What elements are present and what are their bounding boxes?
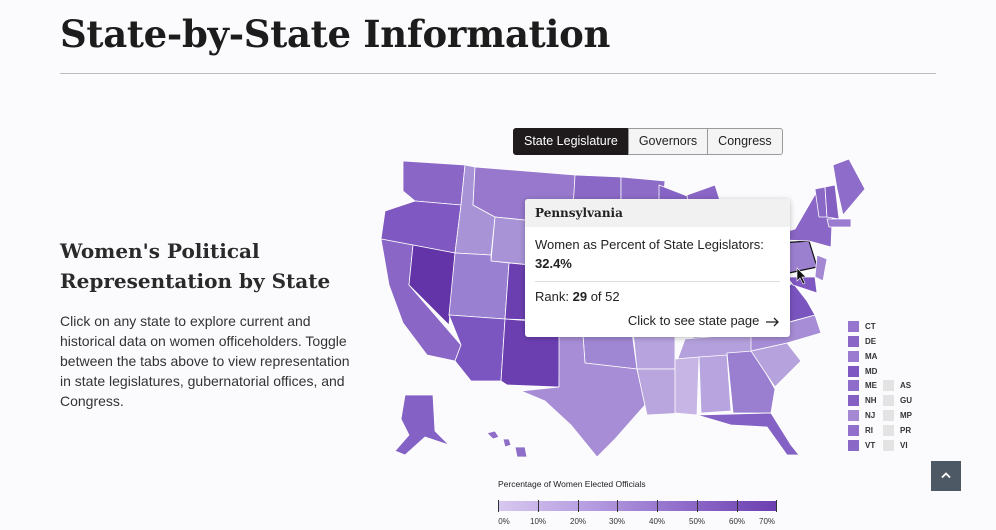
- legend-tick: [776, 500, 777, 512]
- legend-label: 0%: [498, 517, 510, 526]
- small-state-ri[interactable]: RI: [848, 425, 873, 436]
- legend-tick: [617, 500, 618, 512]
- tab-governors[interactable]: Governors: [627, 128, 709, 155]
- small-state-nh[interactable]: NH: [848, 395, 877, 406]
- swatch-ct: [848, 321, 859, 332]
- state-utah[interactable]: [448, 252, 510, 320]
- swatch-gu: [883, 395, 894, 406]
- territory-gu[interactable]: GU: [883, 395, 912, 406]
- state-alaska[interactable]: [394, 394, 450, 456]
- state-page-link-label: Click to see state page: [627, 313, 760, 328]
- state-new-jersey[interactable]: [814, 254, 828, 282]
- legend-color-scale: [498, 501, 777, 511]
- state-texas[interactable]: [520, 334, 646, 458]
- tooltip-metric: Women as Percent of State Legislators: 3…: [525, 227, 790, 273]
- small-state-vt[interactable]: VT: [848, 440, 875, 451]
- state-maine[interactable]: [832, 158, 866, 216]
- swatch-mp: [883, 410, 894, 421]
- legend-tick: [498, 500, 499, 512]
- territory-vi[interactable]: VI: [883, 440, 908, 451]
- tooltip-rank-label: Rank:: [535, 289, 569, 304]
- small-state-me[interactable]: ME: [848, 380, 877, 391]
- state-page-link[interactable]: Click to see state page: [628, 313, 780, 328]
- swatch-ri: [848, 425, 859, 436]
- state-tooltip[interactable]: Pennsylvania Women as Percent of State L…: [525, 199, 790, 337]
- territory-pr[interactable]: PR: [883, 425, 911, 436]
- small-state-nj[interactable]: NJ: [848, 410, 875, 421]
- legend-tick: [538, 500, 539, 512]
- territory-as[interactable]: AS: [883, 380, 911, 391]
- swatch-vi: [883, 440, 894, 451]
- state-massachusetts[interactable]: [826, 218, 852, 228]
- tooltip-rank-value: 29: [572, 289, 588, 304]
- swatch-as: [883, 380, 894, 391]
- arrow-right-icon: [766, 317, 779, 327]
- state-nevada[interactable]: [408, 244, 456, 326]
- small-state-md[interactable]: MD: [848, 366, 877, 377]
- swatch-nh: [848, 395, 859, 406]
- legend-label: 50%: [688, 517, 706, 526]
- state-mississippi[interactable]: [674, 356, 700, 416]
- legend-label: 10%: [529, 517, 547, 526]
- tooltip-state-name: Pennsylvania: [525, 199, 790, 227]
- legend-label: 60%: [728, 517, 746, 526]
- tab-state-legislature[interactable]: State Legislature: [513, 128, 629, 155]
- legend-title: Percentage of Women Elected Officials: [498, 479, 646, 489]
- swatch-de: [848, 336, 859, 347]
- legend-label: 40%: [648, 517, 666, 526]
- legend-label: 30%: [608, 517, 626, 526]
- section-description: Click on any state to explore current an…: [60, 313, 350, 409]
- section-heading: Women's Political Representation by Stat…: [60, 239, 331, 293]
- tooltip-metric-label: Women as Percent of State Legislators:: [535, 237, 764, 252]
- state-washington[interactable]: [402, 160, 466, 206]
- swatch-nj: [848, 410, 859, 421]
- state-florida[interactable]: [696, 412, 800, 456]
- legend-tick: [737, 500, 738, 512]
- state-hawaii[interactable]: [486, 430, 528, 458]
- state-alabama[interactable]: [698, 354, 732, 414]
- legend-tick: [578, 500, 579, 512]
- swatch-ma: [848, 351, 859, 362]
- legend-label: 20%: [569, 517, 587, 526]
- tab-congress[interactable]: Congress: [707, 128, 783, 155]
- swatch-md: [848, 366, 859, 377]
- swatch-vt: [848, 440, 859, 451]
- state-georgia[interactable]: [726, 350, 776, 414]
- legend-tick: [657, 500, 658, 512]
- tooltip-rank-of: of 52: [590, 289, 620, 304]
- tooltip-metric-value: 32.4%: [535, 256, 572, 271]
- scroll-to-top-button[interactable]: [931, 461, 961, 491]
- legend-tick: [697, 500, 698, 512]
- title-divider: [60, 73, 936, 74]
- small-state-ma[interactable]: MA: [848, 351, 877, 362]
- chevron-up-icon: [941, 472, 951, 479]
- small-state-de[interactable]: DE: [848, 336, 876, 347]
- tooltip-divider: [535, 281, 780, 282]
- cursor-pointer-icon: [796, 267, 807, 285]
- territory-mp[interactable]: MP: [883, 410, 912, 421]
- tooltip-rank: Rank: 29 of 52: [525, 282, 790, 304]
- swatch-me: [848, 380, 859, 391]
- small-state-ct[interactable]: CT: [848, 321, 876, 332]
- legend-label: 70%: [758, 517, 776, 526]
- swatch-pr: [883, 425, 894, 436]
- office-tabs: State Legislature Governors Congress: [513, 128, 783, 155]
- page-title: State-by-State Information: [60, 12, 611, 56]
